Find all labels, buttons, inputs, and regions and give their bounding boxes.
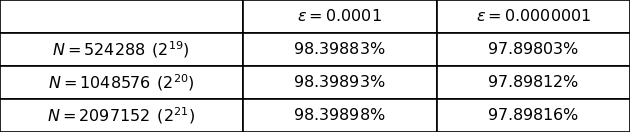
Bar: [437, 66, 630, 99]
Text: $97.89803\%$: $97.89803\%$: [487, 41, 580, 58]
Text: $\epsilon = 0.0000001$: $\epsilon = 0.0000001$: [476, 8, 591, 25]
Bar: [0, 0, 243, 33]
Text: $98.39893\%$: $98.39893\%$: [293, 74, 386, 91]
Text: $N = 1048576\;\,(2^{20})$: $N = 1048576\;\,(2^{20})$: [48, 72, 195, 93]
Bar: [0, 66, 243, 99]
Bar: [243, 0, 437, 33]
Text: $N = 524288\;\,(2^{19})$: $N = 524288\;\,(2^{19})$: [52, 39, 190, 60]
Text: $N = 2097152\;\,(2^{21})$: $N = 2097152\;\,(2^{21})$: [47, 105, 195, 126]
Text: $98.39898\%$: $98.39898\%$: [293, 107, 386, 124]
Bar: [437, 33, 630, 66]
Text: $\epsilon = 0.0001$: $\epsilon = 0.0001$: [297, 8, 382, 25]
Bar: [0, 99, 243, 132]
Bar: [0, 33, 243, 66]
Text: $97.89812\%$: $97.89812\%$: [487, 74, 580, 91]
Bar: [437, 0, 630, 33]
Text: $97.89816\%$: $97.89816\%$: [487, 107, 580, 124]
Bar: [243, 33, 437, 66]
Bar: [243, 99, 437, 132]
Bar: [243, 66, 437, 99]
Text: $98.39883\%$: $98.39883\%$: [293, 41, 386, 58]
Bar: [437, 99, 630, 132]
